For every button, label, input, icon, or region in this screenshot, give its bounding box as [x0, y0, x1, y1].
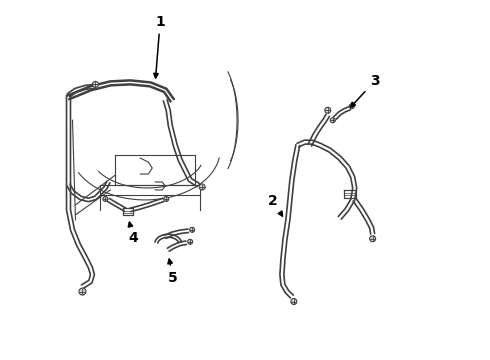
Circle shape — [103, 197, 108, 201]
Text: 4: 4 — [128, 222, 138, 245]
Circle shape — [349, 104, 354, 109]
Circle shape — [190, 227, 195, 232]
Circle shape — [79, 288, 86, 295]
Text: 3: 3 — [351, 75, 379, 107]
Text: 5: 5 — [168, 259, 178, 285]
Circle shape — [330, 118, 335, 123]
Circle shape — [199, 184, 205, 190]
Circle shape — [369, 236, 376, 242]
Circle shape — [188, 239, 193, 244]
Circle shape — [291, 298, 297, 305]
Circle shape — [93, 81, 98, 87]
Text: 2: 2 — [268, 194, 282, 216]
Text: 1: 1 — [154, 15, 165, 78]
Circle shape — [325, 107, 331, 113]
Circle shape — [164, 197, 169, 201]
